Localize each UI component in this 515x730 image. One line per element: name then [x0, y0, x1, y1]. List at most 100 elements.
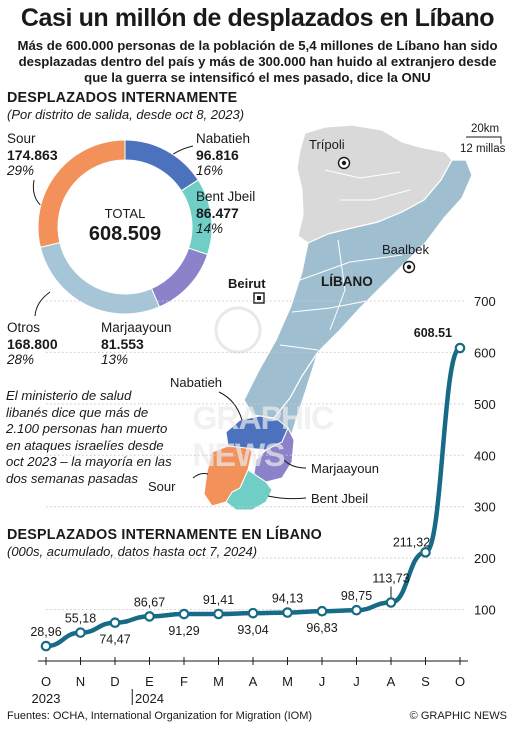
donut-chart [37, 139, 213, 315]
tripoli-marker-icon [337, 156, 351, 170]
headline: Casi un millón de desplazados en Líbano [20, 4, 495, 32]
map-leader-nabatieh [218, 391, 243, 421]
data-point [144, 611, 155, 622]
callout-sour-pct: 29% [7, 163, 35, 178]
callout-nabatieh: Nabatieh 96.816 16% [196, 131, 250, 179]
map-scale-bar [466, 136, 502, 144]
map-central-line-4 [329, 239, 346, 331]
y-tick-600: 600 [474, 345, 496, 360]
city-baalbek: Baalbek [382, 242, 429, 257]
callout-otros-name: Otros [7, 320, 41, 335]
callout-nabatieh-pct: 16% [196, 163, 224, 178]
callout-otros: Otros 168.800 28% [7, 320, 58, 368]
data-label: 28,96 [30, 625, 61, 639]
watermark-text: GRAPHIC NEWS [192, 400, 335, 473]
scale-mi: 12 millas [460, 143, 506, 155]
data-point [454, 342, 466, 354]
x-tick-label: S [421, 674, 430, 689]
map-label-marjaayoun: Marjaayoun [311, 461, 379, 476]
callout-nabatieh-name: Nabatieh [196, 131, 251, 146]
donut-slice-sour [37, 139, 126, 248]
data-label: 96,83 [306, 621, 337, 635]
scale-km: 20km [471, 123, 500, 135]
data-label: 74,47 [99, 633, 130, 647]
donut-subtitle: (Por distrito de salida, desde oct 8, 20… [7, 107, 245, 122]
x-tick-label: A [249, 674, 258, 689]
data-point [213, 608, 224, 620]
map-leader-bentjbeil [267, 495, 307, 500]
callout-bentjbeil-value: 86.477 [196, 205, 239, 221]
map-central-line-2 [291, 299, 373, 313]
callout-bentjbeil-name: Bent Jbeil [196, 189, 256, 204]
data-label: 211,32 [393, 535, 430, 549]
map-label-sour: Sour [148, 479, 176, 494]
data-point [420, 547, 431, 558]
baalbek-marker-icon [402, 260, 416, 274]
x-tick-label: F [180, 674, 188, 689]
callout-sour-value: 174.863 [7, 147, 58, 163]
city-tripoli: Trípoli [309, 137, 345, 152]
data-label: 86,67 [134, 595, 165, 609]
data-label: 94,13 [272, 592, 303, 606]
data-label: 113,73 [372, 572, 409, 586]
donut-total-label: TOTAL [104, 206, 146, 221]
x-tick-label: O [41, 674, 51, 689]
x-tick-label: J [353, 674, 360, 689]
callout-marjaayoun-value: 81.553 [101, 336, 144, 352]
callout-bentjbeil: Bent Jbeil 86.477 14% [196, 189, 255, 237]
x-tick-label: M [282, 674, 293, 689]
map-leader-sour [192, 473, 209, 479]
year-label-2024: 2024 [135, 691, 164, 706]
data-label: 55,18 [65, 612, 96, 626]
map-central-line-3 [279, 344, 319, 351]
y-tick-700: 700 [474, 294, 496, 309]
callout-marjaayoun: Marjaayoun 81.553 13% [101, 320, 172, 368]
x-tick-label: M [213, 674, 224, 689]
note-text: El ministerio de salud libanés dice que … [6, 388, 172, 486]
data-point [178, 608, 190, 620]
x-tick-label: O [455, 674, 465, 689]
map-label-bentjbeil: Bent Jbeil [311, 491, 369, 506]
x-tick-label: D [110, 674, 119, 689]
data-point [247, 607, 259, 619]
y-tick-100: 100 [474, 603, 496, 618]
data-point [351, 604, 362, 616]
map-leader-marjaayoun [283, 459, 307, 469]
country-label: LÍBANO [321, 274, 373, 289]
map-label-nabatieh: Nabatieh [170, 375, 223, 390]
data-label: 91,41 [203, 593, 234, 607]
callout-marjaayoun-name: Marjaayoun [101, 320, 172, 335]
callout-marjaayoun-pct: 13% [101, 352, 129, 367]
series-line [45, 345, 462, 649]
callout-otros-value: 168.800 [7, 336, 58, 352]
map-central-region [243, 159, 473, 419]
map-central-line-1 [299, 254, 403, 281]
y-tick-300: 300 [474, 500, 496, 515]
data-point [282, 607, 293, 618]
callout-nabatieh-value: 96.816 [196, 147, 239, 163]
x-tick-label: A [387, 674, 396, 689]
data-point [109, 617, 121, 629]
map-district-bent-jbeil [225, 469, 273, 511]
data-label: 98,75 [341, 589, 372, 603]
footer-credit: © GRAPHIC NEWS [409, 710, 507, 722]
data-label: 93,04 [237, 623, 268, 637]
donut-total-value: 608.509 [88, 223, 162, 245]
callout-bentjbeil-pct: 14% [196, 221, 224, 236]
city-beirut: Beirut [228, 276, 266, 291]
subheadline: Más de 600.000 personas de la población … [17, 38, 498, 85]
data-point [385, 597, 397, 608]
x-tick-label: N [76, 674, 85, 689]
data-point [316, 605, 328, 617]
map-north-line-2 [340, 189, 411, 201]
callout-otros-pct: 28% [7, 352, 35, 367]
footer-sources: Fuentes: OCHA, International Organizatio… [7, 710, 313, 722]
leader-otros [34, 291, 51, 317]
y-tick-400: 400 [474, 448, 496, 463]
data-label: 608.51 [414, 326, 452, 340]
data-point [40, 640, 52, 652]
callout-sour-name: Sour [7, 131, 36, 146]
data-point [75, 627, 86, 638]
data-label: 91,29 [168, 624, 199, 638]
